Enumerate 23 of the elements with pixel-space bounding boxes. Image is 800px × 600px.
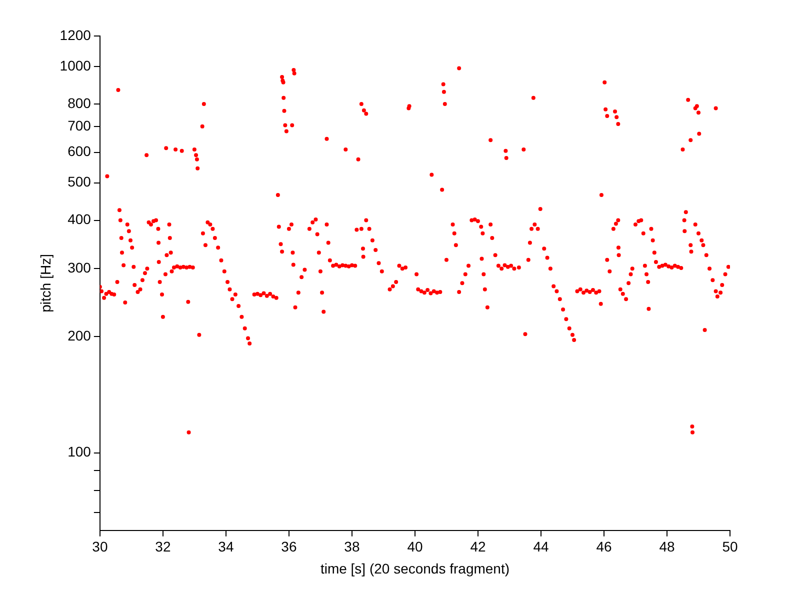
- y-tick-label: 700: [68, 117, 92, 134]
- x-tick-label: 32: [155, 538, 171, 555]
- x-tick-label: 30: [92, 538, 108, 555]
- x-tick-label: 46: [596, 538, 612, 555]
- y-tick-label: 600: [68, 143, 92, 160]
- y-tick-label: 500: [68, 174, 92, 190]
- x-tick-label: 40: [407, 538, 423, 555]
- x-tick-label: 50: [722, 538, 738, 555]
- y-tick-label: 800: [68, 94, 92, 111]
- x-tick-label: 34: [218, 538, 234, 555]
- y-tick-label: 1000: [60, 57, 92, 74]
- x-axis-title: time [s] (20 seconds fragment): [320, 560, 510, 576]
- y-tick-label: 400: [68, 211, 92, 228]
- x-tick-label: 48: [659, 538, 675, 555]
- x-tick-label: 36: [281, 538, 297, 555]
- y-tick-label: 300: [68, 259, 92, 276]
- x-tick-label: 44: [533, 538, 549, 555]
- x-tick-label: 38: [344, 538, 360, 555]
- y-tick-label: 200: [68, 327, 92, 344]
- y-axis-title: pitch [Hz]: [37, 254, 54, 312]
- y-tick-label: 1200: [60, 26, 92, 43]
- y-tick-label: 100: [68, 444, 92, 460]
- x-tick-label: 42: [470, 538, 486, 555]
